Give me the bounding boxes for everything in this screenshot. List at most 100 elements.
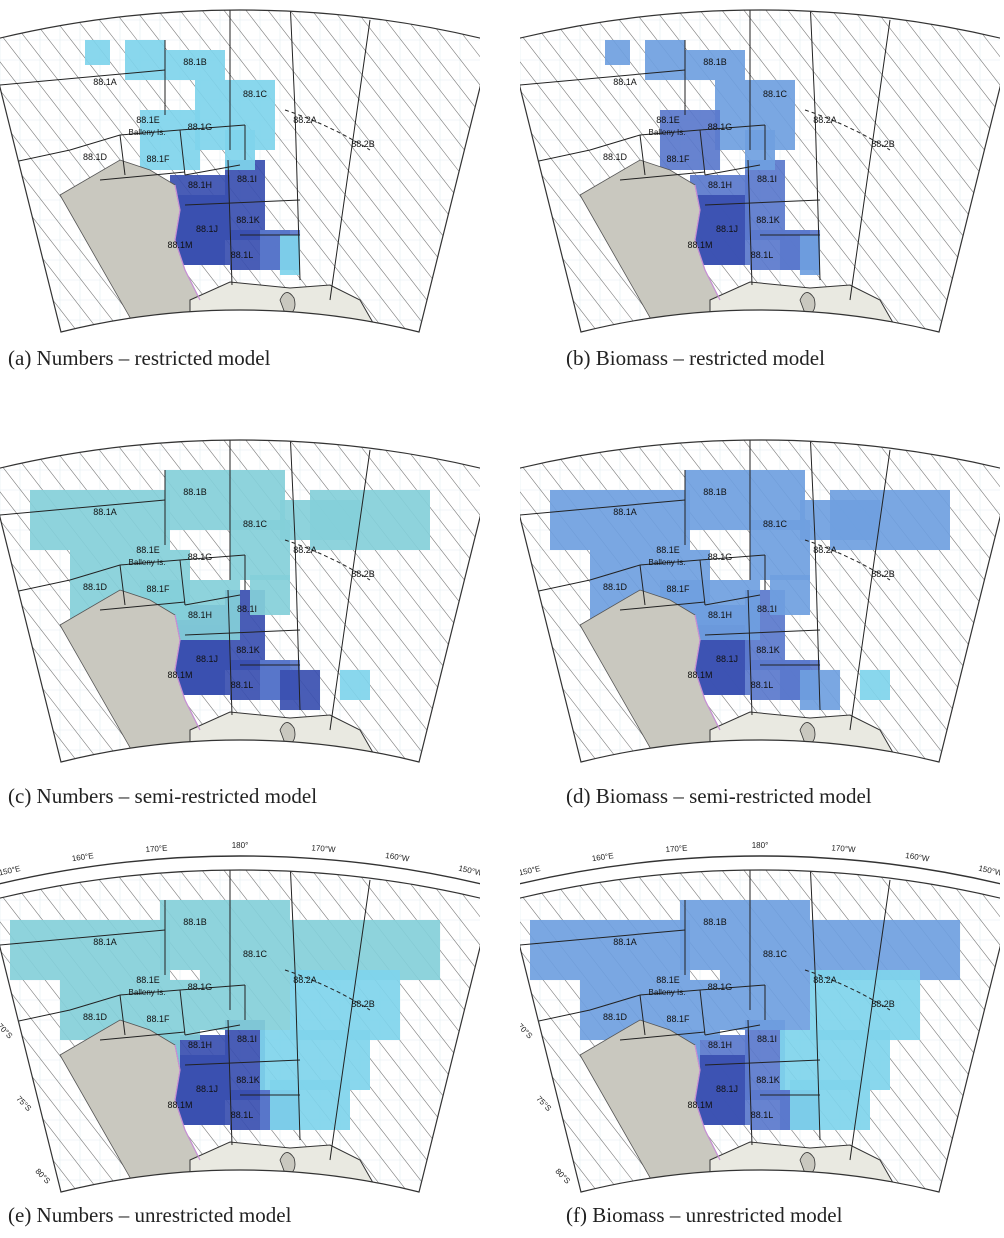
map-panel-a: 88.1A 88.1B 88.1C 88.1D 88.1E 88.1F 88.1G 88.1H… bbox=[0, 0, 480, 335]
density-cell bbox=[225, 160, 265, 240]
longitude-label: 180° bbox=[752, 841, 769, 850]
region-label: 88.1A bbox=[93, 937, 117, 947]
region-label: 88.1J bbox=[716, 224, 738, 234]
region-label: 88.1I bbox=[237, 174, 257, 184]
map-panel-e: 88.1A 88.1B 88.1C 88.1D 88.1E 88.1F 88.1G 88.1H… bbox=[0, 840, 480, 1195]
region-label: 88.1H bbox=[188, 610, 212, 620]
region-label: 88.1G bbox=[188, 122, 213, 132]
balleny-islands-label: Balleny Is. bbox=[129, 988, 166, 997]
region-label: 88.1D bbox=[603, 152, 628, 162]
longitude-label: 170°W bbox=[311, 843, 336, 854]
longitude-label: 160°W bbox=[385, 851, 411, 864]
longitude-label: 170°W bbox=[831, 843, 856, 854]
region-label: 88.1C bbox=[243, 89, 268, 99]
region-label: 88.1A bbox=[93, 77, 117, 87]
longitude-label: 150°W bbox=[458, 864, 480, 878]
density-cell bbox=[270, 1080, 350, 1130]
density-cell bbox=[770, 575, 810, 615]
map-f: 88.1A 88.1B 88.1C 88.1D 88.1E 88.1F 88.1G 88.1H… bbox=[520, 841, 1000, 1193]
region-label: 88.1H bbox=[708, 610, 732, 620]
density-cells bbox=[605, 40, 820, 275]
region-label: 88.1A bbox=[613, 507, 637, 517]
density-cell bbox=[10, 920, 170, 980]
map-b: 88.1A 88.1B 88.1C 88.1D 88.1E 88.1F 88.1G 88.1H… bbox=[520, 9, 1000, 333]
region-label: 88.1F bbox=[666, 154, 690, 164]
region-label: 88.1D bbox=[603, 1012, 628, 1022]
region-label: 88.1F bbox=[146, 584, 170, 594]
region-label: 88.1K bbox=[756, 1075, 780, 1085]
density-cell bbox=[745, 1020, 785, 1100]
region-label: 88.1L bbox=[231, 1110, 254, 1120]
region-label: 88.1B bbox=[183, 917, 207, 927]
density-cell bbox=[790, 1080, 870, 1130]
region-label: 88.1H bbox=[188, 180, 212, 190]
caption-a: (a) Numbers – restricted model bbox=[8, 346, 271, 370]
region-label: 88.1A bbox=[613, 77, 637, 87]
density-cell bbox=[810, 970, 920, 1040]
region-label: 88.2A bbox=[813, 115, 837, 125]
region-label: 88.2A bbox=[293, 975, 317, 985]
map-panel-d: 88.1A 88.1B 88.1C 88.1D 88.1E 88.1F 88.1G 88.1H… bbox=[520, 420, 1000, 765]
region-label: 88.2B bbox=[871, 569, 895, 579]
region-label: 88.1C bbox=[763, 949, 788, 959]
region-label: 88.1H bbox=[708, 180, 732, 190]
caption-b: (b) Biomass – restricted model bbox=[566, 346, 825, 370]
region-boundaries bbox=[520, 870, 891, 1161]
region-label: 88.1H bbox=[708, 1040, 732, 1050]
region-label: 88.2A bbox=[293, 545, 317, 555]
longitude-label: 180° bbox=[232, 841, 249, 850]
density-cell bbox=[680, 900, 810, 970]
longitude-label: 160°E bbox=[591, 851, 614, 863]
region-label: 88.1L bbox=[231, 680, 254, 690]
density-cell bbox=[745, 160, 785, 240]
region-label: 88.1C bbox=[763, 519, 788, 529]
region-label: 88.1J bbox=[716, 654, 738, 664]
region-label: 88.1B bbox=[703, 57, 727, 67]
region-label: 88.1B bbox=[183, 487, 207, 497]
latitude-label: 75°S bbox=[14, 1094, 33, 1113]
region-label: 88.1C bbox=[243, 949, 268, 959]
balleny-islands-label: Balleny Is. bbox=[649, 128, 686, 137]
density-cell bbox=[160, 900, 290, 970]
map-a: 88.1A 88.1B 88.1C 88.1D 88.1E 88.1F 88.1G 88.1H… bbox=[0, 9, 480, 333]
region-label: 88.2B bbox=[351, 999, 375, 1009]
density-cell bbox=[750, 520, 810, 580]
region-label: 88.1F bbox=[146, 1014, 170, 1024]
region-label: 88.1D bbox=[83, 152, 108, 162]
longitude-label: 170°E bbox=[145, 843, 168, 854]
map-d: 88.1A 88.1B 88.1C 88.1D 88.1E 88.1F 88.1G 88.1H… bbox=[520, 439, 1000, 763]
map-panel-b: 88.1A 88.1B 88.1C 88.1D 88.1E 88.1F 88.1G 88.1H… bbox=[520, 0, 1000, 335]
latitude-label: 70°S bbox=[520, 1022, 534, 1041]
region-label: 88.1K bbox=[236, 215, 260, 225]
region-label: 88.1K bbox=[236, 1075, 260, 1085]
region-label: 88.1G bbox=[188, 552, 213, 562]
region-label: 88.1B bbox=[703, 487, 727, 497]
density-cell bbox=[695, 1055, 745, 1125]
region-boundaries bbox=[520, 10, 891, 301]
density-cell bbox=[605, 40, 630, 65]
region-label: 88.1H bbox=[188, 1040, 212, 1050]
region-label: 88.1M bbox=[167, 670, 192, 680]
region-label: 88.1L bbox=[751, 1110, 774, 1120]
density-cell bbox=[830, 490, 950, 550]
map-panel-c: 88.1A 88.1B 88.1C 88.1D 88.1E 88.1F 88.1G 88.1H… bbox=[0, 420, 480, 765]
region-label: 88.1E bbox=[656, 545, 680, 555]
region-boundaries bbox=[0, 870, 371, 1161]
density-cell bbox=[860, 670, 890, 700]
density-cell bbox=[250, 575, 290, 615]
region-label: 88.1J bbox=[716, 1084, 738, 1094]
density-cell bbox=[530, 920, 690, 980]
caption-f: (f) Biomass – unrestricted model bbox=[566, 1203, 843, 1227]
region-label: 88.1D bbox=[83, 582, 108, 592]
region-label: 88.1C bbox=[763, 89, 788, 99]
density-cell bbox=[280, 235, 300, 275]
region-label: 88.1K bbox=[756, 215, 780, 225]
density-cell bbox=[660, 110, 720, 170]
density-cell bbox=[290, 970, 400, 1040]
map-panel-f: 88.1A 88.1B 88.1C 88.1D 88.1E 88.1F 88.1G 88.1H… bbox=[520, 840, 1000, 1195]
balleny-islands-label: Balleny Is. bbox=[649, 988, 686, 997]
region-label: 88.2A bbox=[813, 545, 837, 555]
region-label: 88.1A bbox=[93, 507, 117, 517]
density-cells bbox=[85, 40, 300, 275]
latitude-label: 80°S bbox=[33, 1167, 52, 1186]
